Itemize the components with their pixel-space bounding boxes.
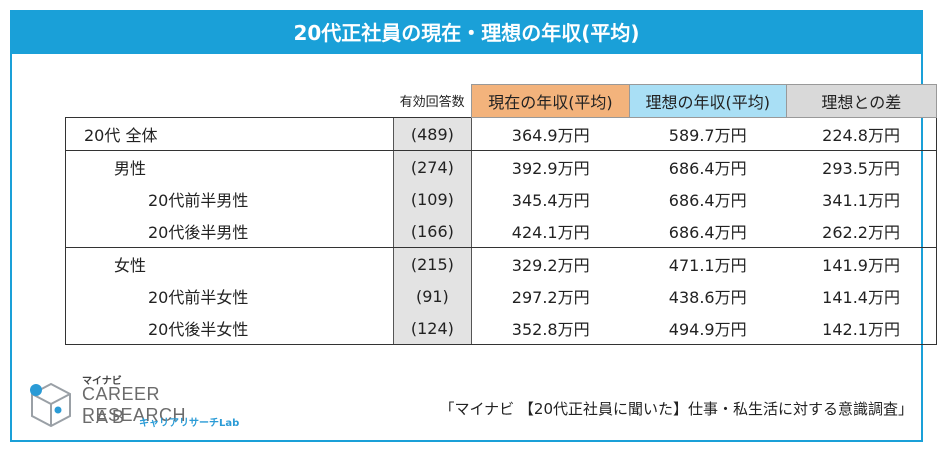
row-diff: 141.9万円 bbox=[786, 247, 937, 280]
row-respondents: (215) bbox=[392, 247, 473, 280]
row-ideal: 438.6万円 bbox=[668, 288, 747, 307]
row-label: 20代後半男性 bbox=[65, 215, 394, 248]
row-respondents: (166) bbox=[392, 215, 473, 248]
career-research-lab-logo: マイナビ CAREER RESEARCH LAB キャリアリサーチLab bbox=[26, 372, 246, 432]
row-current: 392.9万円 bbox=[511, 159, 590, 178]
salary-table: 有効回答数 現在の年収(平均) 理想の年収(平均) 理想との差 20代 全体 (… bbox=[65, 84, 937, 345]
row-diff: 142.1万円 bbox=[786, 312, 937, 345]
row-ideal: 686.4万円 bbox=[668, 159, 747, 178]
row-current: 424.1万円 bbox=[471, 215, 630, 248]
logo-title: CAREER RESEARCH bbox=[82, 384, 187, 425]
source-note: 「マイナビ 【20代正社員に聞いた】仕事・私生活に対する意識調査」 bbox=[439, 400, 913, 418]
row-ideal: 686.4万円 bbox=[668, 191, 747, 210]
row-diff: 293.5万円 bbox=[786, 150, 937, 183]
row-respondents: (489) bbox=[392, 117, 473, 151]
table-row: 20代 全体 (489) 364.9万円 589.7万円 224.8万円 bbox=[65, 117, 937, 151]
table-row: 20代後半女性 (124) 352.8万円 494.9万円 142.1万円 bbox=[65, 312, 937, 345]
row-respondents: (109) bbox=[392, 183, 473, 215]
logo-lab: LAB bbox=[82, 407, 129, 427]
row-current: 345.4万円 bbox=[511, 191, 590, 210]
table-row: 20代前半女性 (91) 297.2万円 438.6万円 141.4万円 bbox=[65, 280, 937, 312]
row-ideal: 589.7万円 bbox=[629, 117, 787, 151]
header-blank bbox=[66, 85, 394, 118]
table-row: 女性 (215) 329.2万円 471.1万円 141.9万円 bbox=[65, 247, 937, 280]
row-current: 352.8万円 bbox=[471, 312, 630, 345]
page-title: 20代正社員の現在・理想の年収(平均) bbox=[12, 12, 921, 54]
row-label: 20代 全体 bbox=[65, 117, 394, 151]
row-diff: 141.4万円 bbox=[786, 280, 937, 312]
table-header-row: 有効回答数 現在の年収(平均) 理想の年収(平均) 理想との差 bbox=[66, 84, 937, 118]
row-ideal: 494.9万円 bbox=[629, 312, 787, 345]
cube-logo-icon bbox=[30, 382, 71, 428]
logo-subtitle: キャリアリサーチLab bbox=[139, 418, 240, 429]
table-row: 20代前半男性 (109) 345.4万円 686.4万円 341.1万円 bbox=[65, 183, 937, 215]
row-respondents: (274) bbox=[392, 150, 473, 183]
row-label: 20代前半女性 bbox=[65, 280, 394, 312]
row-label: 20代後半女性 bbox=[65, 312, 394, 345]
row-ideal: 686.4万円 bbox=[629, 215, 787, 248]
table-row: 男性 (274) 392.9万円 686.4万円 293.5万円 bbox=[65, 150, 937, 183]
row-label: 20代前半男性 bbox=[65, 183, 394, 215]
row-respondents: (124) bbox=[392, 312, 473, 345]
table-row: 20代後半男性 (166) 424.1万円 686.4万円 262.2万円 bbox=[65, 215, 937, 248]
row-diff: 262.2万円 bbox=[786, 215, 937, 248]
logo-brand: マイナビ bbox=[82, 376, 122, 387]
row-diff: 341.1万円 bbox=[786, 183, 937, 215]
row-label: 男性 bbox=[65, 150, 394, 183]
header-current-salary: 現在の年収(平均) bbox=[471, 84, 630, 118]
row-ideal: 471.1万円 bbox=[668, 256, 747, 275]
row-current: 329.2万円 bbox=[511, 256, 590, 275]
row-current: 297.2万円 bbox=[511, 288, 590, 307]
row-diff: 224.8万円 bbox=[786, 117, 937, 151]
row-label: 女性 bbox=[65, 247, 394, 280]
header-ideal-salary: 理想の年収(平均) bbox=[628, 84, 787, 118]
header-difference: 理想との差 bbox=[785, 84, 937, 118]
header-respondents: 有効回答数 bbox=[399, 95, 465, 111]
row-respondents: (91) bbox=[392, 280, 473, 312]
row-current: 364.9万円 bbox=[471, 117, 630, 151]
